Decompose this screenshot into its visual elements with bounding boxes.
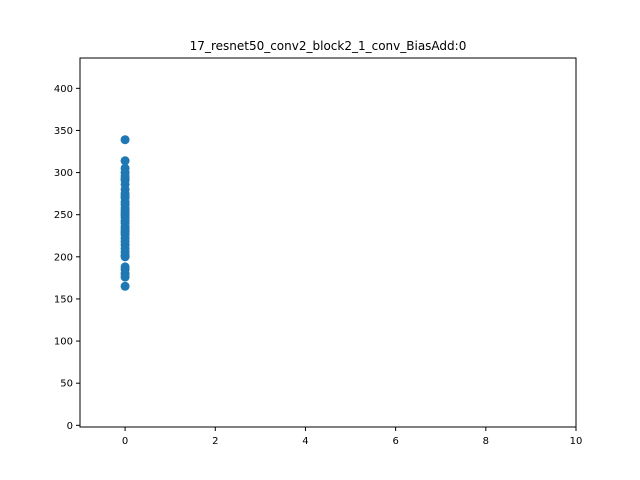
y-tick-label: 100: [54, 337, 73, 348]
y-tick-label: 250: [54, 210, 73, 221]
x-tick-label: 8: [483, 436, 489, 447]
y-tick-label: 200: [54, 252, 73, 263]
scatter-point: [120, 135, 130, 145]
y-tick-label: 350: [54, 126, 73, 137]
y-tick-label: 300: [54, 168, 73, 179]
scatter-points: [120, 135, 130, 291]
x-tick-label: 0: [122, 436, 128, 447]
scatter-point: [120, 191, 130, 201]
y-tick-label: 400: [54, 84, 73, 95]
scatter-point: [120, 252, 130, 262]
x-tick-label: 4: [302, 436, 308, 447]
x-tick-label: 6: [392, 436, 398, 447]
scatter-point: [120, 272, 130, 282]
scatter-point: [120, 228, 130, 238]
y-tick-label: 50: [60, 379, 73, 390]
x-axis: 0 2 4 6 8 10: [122, 427, 582, 447]
y-tick-label: 150: [54, 294, 73, 305]
scatter-point: [120, 171, 130, 181]
plot-frame: [79, 57, 577, 428]
x-tick-label: 10: [570, 436, 583, 447]
chart-title: 17_resnet50_conv2_block2_1_conv_BiasAdd:…: [190, 39, 467, 53]
scatter-point: [120, 208, 130, 218]
y-tick-label: 0: [67, 421, 73, 432]
x-tick-label: 2: [212, 436, 218, 447]
scatter-point: [120, 156, 130, 166]
y-axis: 0 50 100 150 200 250 300 350 400: [54, 84, 80, 432]
scatter-point: [120, 281, 130, 291]
